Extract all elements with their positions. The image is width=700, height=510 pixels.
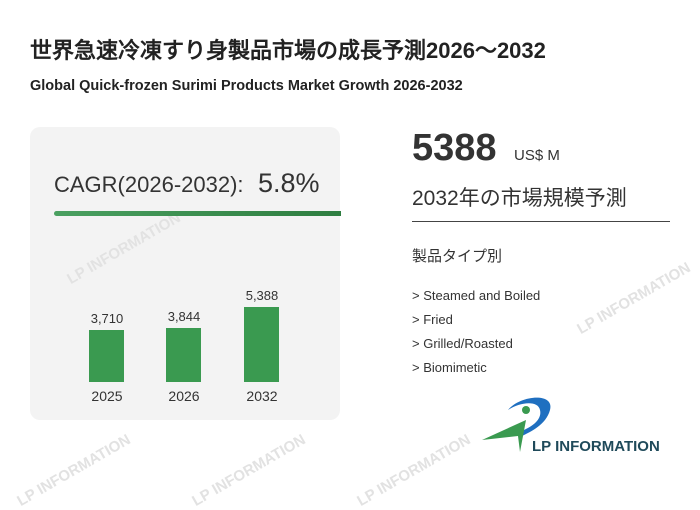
page-title: 世界急速冷凍すり身製品市場の成長予測2026～2032 xyxy=(30,38,546,63)
segment-item: > Fried xyxy=(412,312,453,327)
market-size-unit: US$ M xyxy=(514,147,560,164)
bar-year-label: 2026 xyxy=(168,388,200,404)
segment-item: > Grilled/Roasted xyxy=(412,336,513,351)
lp-information-logo: LP INFORMATION xyxy=(480,390,680,460)
bar-value-label: 3,710 xyxy=(90,311,124,327)
segment-item: > Biomimetic xyxy=(412,360,487,375)
bar-year-label: 2025 xyxy=(91,388,123,404)
divider xyxy=(412,221,670,222)
bar-value-label: 5,388 xyxy=(245,288,279,303)
bar-year-label: 2032 xyxy=(246,388,278,404)
bar-2032 xyxy=(244,307,279,382)
segment-item: > Steamed and Boiled xyxy=(412,288,541,303)
market-size-value: 5388 xyxy=(412,127,497,169)
cagr-divider xyxy=(54,211,341,216)
logo-text: LP INFORMATION xyxy=(532,438,660,455)
cagr-value: 5.8% xyxy=(258,168,320,198)
segment-title: 製品タイプ別 xyxy=(412,248,503,265)
bar-2025 xyxy=(89,330,124,382)
logo-icon xyxy=(482,397,551,452)
watermark: LP INFORMATION xyxy=(14,431,134,510)
watermark: LP INFORMATION xyxy=(189,431,309,510)
bar-value-label: 3,844 xyxy=(167,309,201,325)
cagr-label: CAGR(2026-2032): xyxy=(54,172,244,197)
page-subtitle: Global Quick-frozen Surimi Products Mark… xyxy=(30,78,463,94)
watermark: LP INFORMATION xyxy=(354,431,474,510)
market-size-description: 2032年の市場規模予測 xyxy=(412,187,627,210)
bar-2026 xyxy=(166,328,201,382)
watermark: LP INFORMATION xyxy=(574,259,694,338)
